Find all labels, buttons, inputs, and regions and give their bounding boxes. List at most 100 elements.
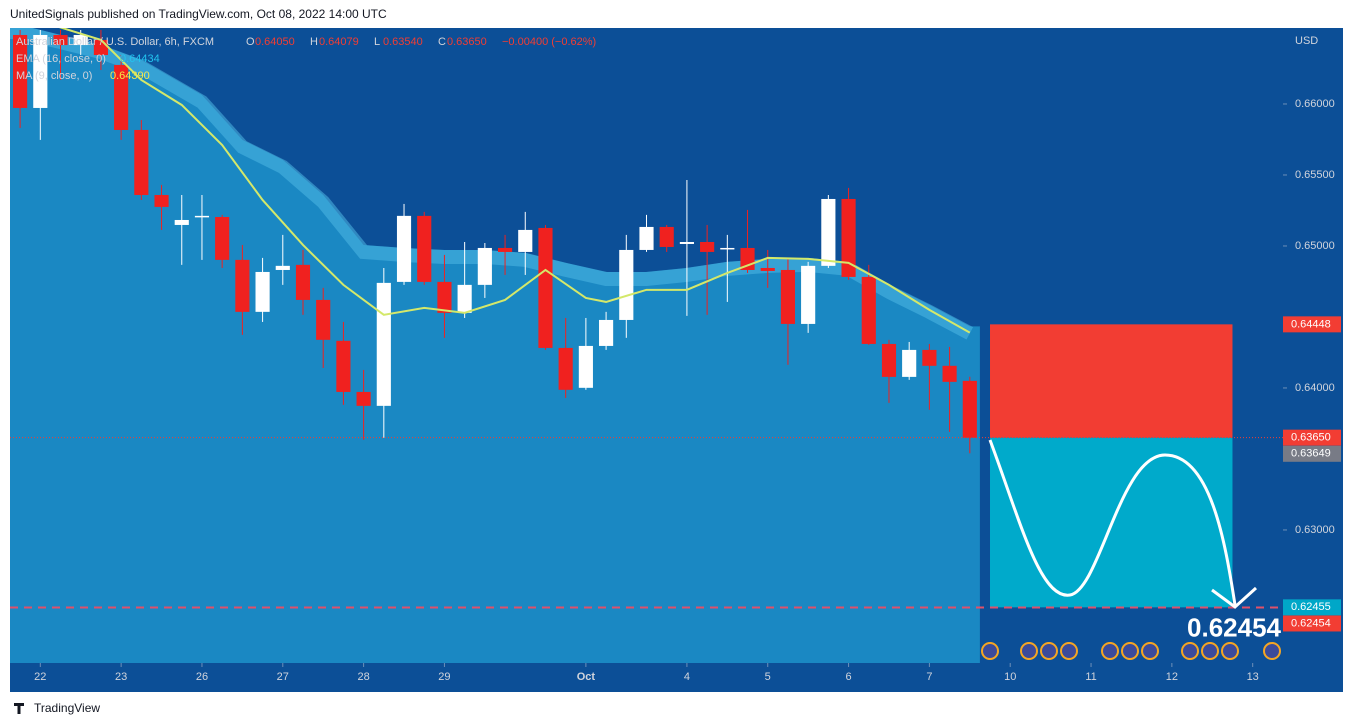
price-tag <box>1283 615 1341 632</box>
candle-body <box>275 265 290 270</box>
price-tag-label: 0.64448 <box>1291 318 1331 330</box>
candle-body <box>558 347 573 390</box>
forecast-arrow <box>988 439 1258 609</box>
candle-body <box>518 229 533 252</box>
candle-body <box>962 380 977 438</box>
candle-body <box>639 226 654 250</box>
target-label: 0.62454 <box>1187 612 1282 642</box>
y-tick-label: 0.65000 <box>1295 240 1335 252</box>
event-icon <box>1221 642 1239 660</box>
x-tick-label: 4 <box>684 671 690 683</box>
y-tick-label: 0.66000 <box>1295 98 1335 110</box>
candle-body <box>881 343 897 377</box>
candle-body <box>497 247 513 252</box>
candle-body <box>215 217 230 260</box>
price-tag <box>1283 599 1341 616</box>
candle-body <box>700 241 715 252</box>
candle-body <box>578 345 593 388</box>
event-icon <box>1040 642 1058 660</box>
ohlc-value: 0.63540 <box>383 36 423 48</box>
x-tick-label: 12 <box>1166 671 1178 683</box>
price-tag-label: 0.63649 <box>1291 448 1331 460</box>
ohlc-key: O <box>246 36 255 48</box>
candle-body <box>255 271 270 312</box>
x-tick-label: 26 <box>196 671 208 683</box>
candle-body <box>457 284 472 313</box>
candle-body <box>922 349 937 366</box>
candle-body <box>437 281 452 313</box>
candle-body <box>780 269 796 324</box>
legend-name: EMA (16, close, 0) <box>16 53 106 65</box>
x-tick-label: 23 <box>115 671 127 683</box>
candle-body <box>821 198 836 266</box>
candle-body <box>942 365 957 382</box>
event-icon <box>1020 642 1038 660</box>
price-tag-label: 0.62455 <box>1291 601 1331 613</box>
candle-body <box>73 34 88 46</box>
stop-zone <box>990 324 1233 438</box>
candle-body <box>720 247 735 250</box>
legend-name: MA (9, close, 0) <box>16 70 92 82</box>
x-tick-label: 22 <box>34 671 46 683</box>
candle-body <box>760 267 775 271</box>
ohlc-value: 0.64079 <box>319 36 359 48</box>
event-icon <box>1141 642 1159 660</box>
ohlc-value: 0.64050 <box>255 36 295 48</box>
candle-body <box>902 349 917 377</box>
legend-value: 0.64390 <box>110 70 150 82</box>
candle-body <box>376 282 391 406</box>
footer-brand: TradingView <box>34 701 100 715</box>
y-tick-label: 0.63000 <box>1295 524 1335 536</box>
x-tick-label: 28 <box>357 671 369 683</box>
event-icon <box>1101 642 1119 660</box>
event-icon <box>1060 642 1078 660</box>
legend-value: 0.64434 <box>120 53 160 65</box>
plot <box>10 28 1283 663</box>
event-icon <box>981 642 999 660</box>
candle-body <box>619 249 634 320</box>
candle-body <box>417 215 432 282</box>
x-tick-label: 6 <box>846 671 852 683</box>
candle-body <box>599 319 614 346</box>
event-icon <box>1201 642 1219 660</box>
legend-title: Australian Dollar / U.S. Dollar, 6h, FXC… <box>16 36 214 48</box>
event-icons <box>981 642 1281 660</box>
x-tick-label: Oct <box>577 671 596 683</box>
candle-body <box>134 129 149 195</box>
y-tick-label: 0.65500 <box>1295 169 1335 181</box>
candle-body <box>659 226 674 247</box>
x-tick-label: 7 <box>926 671 932 683</box>
candle-body <box>33 34 48 108</box>
change-label: −0.00400 (−0.62%) <box>502 36 596 48</box>
candle-body <box>679 241 694 244</box>
event-icon <box>1121 642 1139 660</box>
attribution: UnitedSignals published on TradingView.c… <box>10 7 387 21</box>
price-tag <box>1283 429 1341 446</box>
logo <box>14 703 24 714</box>
candle-body <box>861 276 876 344</box>
x-tick-label: 13 <box>1247 671 1259 683</box>
x-tick-label: 29 <box>438 671 450 683</box>
candle-body <box>154 194 169 207</box>
candle-body <box>477 247 492 285</box>
candle-body <box>841 198 856 277</box>
candle-body <box>396 215 412 282</box>
event-icon <box>1263 642 1281 660</box>
price-tag <box>1283 445 1341 462</box>
price-tag-label: 0.62454 <box>1291 617 1331 629</box>
x-tick-label: 27 <box>277 671 289 683</box>
candle-body <box>114 64 129 130</box>
currency: USD <box>1295 35 1318 47</box>
candle-body <box>174 219 189 225</box>
event-icon <box>1181 642 1199 660</box>
y-tick-label: 0.64000 <box>1295 382 1335 394</box>
candle-body <box>316 299 331 340</box>
price-tag <box>1283 316 1341 333</box>
candle-body <box>336 340 351 392</box>
ohlc-key: H <box>310 36 318 48</box>
candle-body <box>356 391 371 406</box>
candle-body <box>53 34 68 46</box>
candle-body <box>13 34 28 108</box>
